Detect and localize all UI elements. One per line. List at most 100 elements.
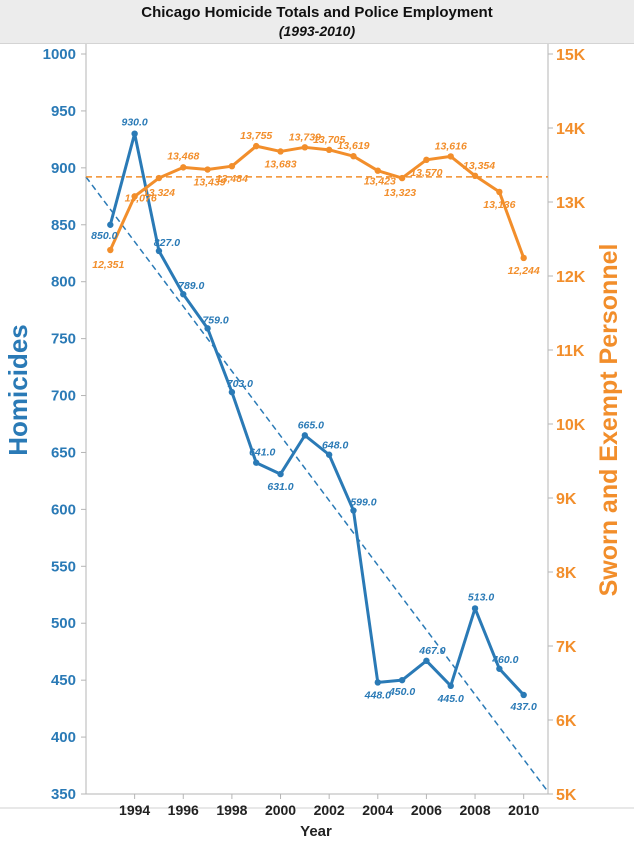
x-tick-label: 2000: [265, 802, 296, 818]
personnel-data-label: 13,354: [463, 160, 495, 172]
y-left-tick-label: 450: [51, 672, 76, 689]
personnel-point: [131, 193, 138, 200]
homicides-point: [325, 451, 333, 458]
personnel-data-label: 13,323: [384, 187, 416, 199]
y-left-tick-label: 900: [51, 160, 76, 177]
y-left-tick-label: 350: [51, 786, 76, 803]
x-tick-label: 2006: [411, 802, 442, 818]
homicides-point: [180, 291, 187, 298]
homicides-data-label: 448.0: [364, 689, 391, 701]
homicides-data-label: 648.0: [322, 440, 348, 452]
homicides-data-label: 641.0: [249, 447, 275, 459]
homicides-series-line: [108, 132, 525, 696]
personnel-data-label: 12,351: [92, 259, 124, 271]
y-left-tick-label: 800: [51, 274, 76, 291]
personnel-data-label: 12,244: [508, 265, 540, 277]
trend-lines: [85, 176, 549, 793]
x-tick-label: 1998: [216, 802, 247, 818]
homicides-data-label: 445.0: [437, 693, 464, 705]
y-right-tick-label: 10K: [556, 417, 586, 434]
personnel-data-label: 13,136: [483, 199, 515, 211]
homicides-data-label: 789.0: [178, 280, 204, 292]
chart-subtitle: (1993-2010): [278, 23, 356, 39]
personnel-point: [180, 164, 187, 171]
homicides-data-label: 631.0: [267, 481, 293, 493]
homicides-point: [204, 325, 211, 332]
x-tick-label: 1996: [168, 802, 199, 818]
personnel-data-label: 13,423: [364, 176, 396, 188]
homicides-point: [496, 665, 503, 672]
personnel-data-label: 13,570: [410, 167, 442, 179]
personnel-point: [423, 156, 430, 164]
homicides-data-label: 827.0: [154, 237, 180, 249]
personnel-data-label: 13,439: [194, 177, 226, 189]
homicides-point: [398, 676, 406, 684]
homicides-data-label: 703.0: [227, 378, 253, 390]
chart-title-bar: Chicago Homicide Totals and Police Emplo…: [0, 0, 634, 44]
homicides-point: [350, 507, 357, 514]
homicides-trend-line: [85, 176, 549, 793]
homicides-data-label: 450.0: [388, 686, 415, 698]
personnel-data-label: 13,468: [167, 150, 199, 162]
personnel-series-line: [108, 144, 526, 259]
y-left-tick-label: 400: [51, 729, 76, 746]
personnel-data-label: 13,683: [264, 158, 296, 170]
homicides-data-label: 599.0: [350, 497, 376, 509]
personnel-point: [398, 174, 406, 182]
x-tick-label: 1994: [119, 802, 150, 818]
chart-title: Chicago Homicide Totals and Police Emplo…: [141, 4, 493, 21]
homicides-data-label: 930.0: [121, 117, 147, 129]
y-right-tick-label: 14K: [556, 121, 586, 138]
personnel-point: [107, 246, 114, 254]
dual-axis-line-chart: 350 400 450 500 550 600 650 700 750 800 850 900 950 1…: [0, 44, 634, 840]
y-axis-right-title: Sworn and Exempt Personnel: [595, 244, 623, 597]
personnel-data-label: 13,616: [435, 140, 467, 152]
homicides-point: [447, 682, 454, 690]
series-points: [107, 130, 527, 699]
y-right-tick-label: 5K: [556, 787, 577, 804]
personnel-data-label: 13,755: [240, 130, 272, 142]
homicides-data-label: 665.0: [298, 419, 324, 431]
personnel-point: [325, 146, 333, 154]
personnel-point: [350, 152, 357, 160]
homicides-data-label: 460.0: [491, 654, 518, 666]
personnel-point: [228, 162, 236, 170]
y-left-tick-label: 550: [51, 558, 76, 575]
homicides-data-label: 513.0: [468, 591, 494, 603]
personnel-point: [447, 153, 454, 160]
y-right-tick-label: 9K: [556, 491, 577, 508]
y-left-tick-label: 650: [51, 444, 76, 461]
homicides-point: [253, 459, 260, 466]
personnel-point: [155, 174, 163, 182]
personnel-data-label: 13,484: [216, 173, 248, 185]
personnel-data-label: 13,619: [337, 140, 369, 152]
homicides-point: [107, 221, 114, 228]
y-left-tick-label: 500: [51, 615, 76, 632]
x-tick-label: 2008: [459, 802, 490, 818]
y-left-tick-label: 1000: [43, 46, 76, 63]
personnel-data-label: 13,705: [313, 134, 345, 146]
y-right-tick-label: 12K: [556, 269, 586, 286]
homicides-point: [374, 679, 381, 686]
homicides-data-label: 437.0: [510, 701, 537, 713]
personnel-data-label: 13,739: [289, 131, 321, 143]
homicides-point: [155, 247, 163, 255]
data-labels: 850.0 930.0 827.0 789.0 759.0 703.0 641.0 631.0…: [91, 117, 540, 713]
homicides-data-label: 467.0: [418, 645, 445, 657]
personnel-point: [374, 167, 381, 174]
y-left-tick-label: 850: [51, 217, 76, 234]
homicides-point: [228, 388, 236, 396]
personnel-data-label: 13,324: [143, 187, 175, 199]
homicides-point: [423, 657, 430, 664]
personnel-point: [520, 254, 527, 262]
y-right-tick-label: 11K: [556, 343, 585, 360]
personnel-point: [204, 166, 211, 173]
homicides-point: [131, 130, 138, 137]
series-lines: [108, 132, 526, 696]
y-right-tick-label: 15K: [556, 47, 586, 64]
personnel-point: [277, 148, 284, 155]
chart-axes: 350 400 450 500 550 600 650 700 750 800 850 900 950 1…: [0, 44, 634, 818]
homicides-point: [471, 605, 479, 612]
homicides-point: [520, 691, 527, 699]
y-right-tick-label: 6K: [556, 713, 577, 730]
